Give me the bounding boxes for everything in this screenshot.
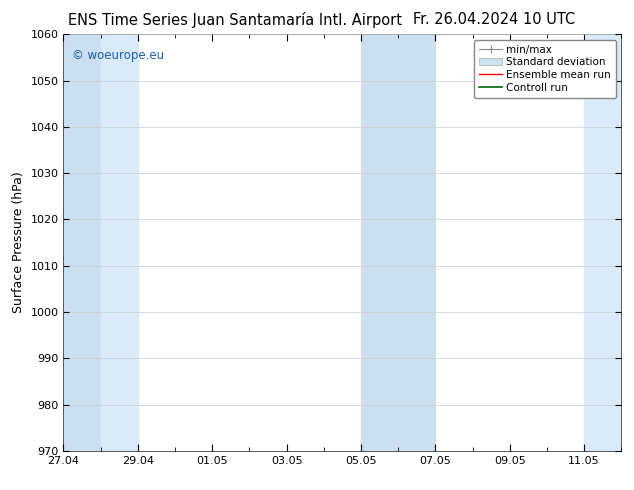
Y-axis label: Surface Pressure (hPa): Surface Pressure (hPa) [12,172,25,314]
Legend: min/max, Standard deviation, Ensemble mean run, Controll run: min/max, Standard deviation, Ensemble me… [474,40,616,98]
Bar [101,34,138,451]
Text: Fr. 26.04.2024 10 UTC: Fr. 26.04.2024 10 UTC [413,12,576,27]
Text: ENS Time Series Juan Santamaría Intl. Airport: ENS Time Series Juan Santamaría Intl. Ai… [68,12,401,28]
Bar [361,34,436,451]
Bar [63,34,101,451]
Bar [584,34,621,451]
Text: © woeurope.eu: © woeurope.eu [72,49,164,62]
